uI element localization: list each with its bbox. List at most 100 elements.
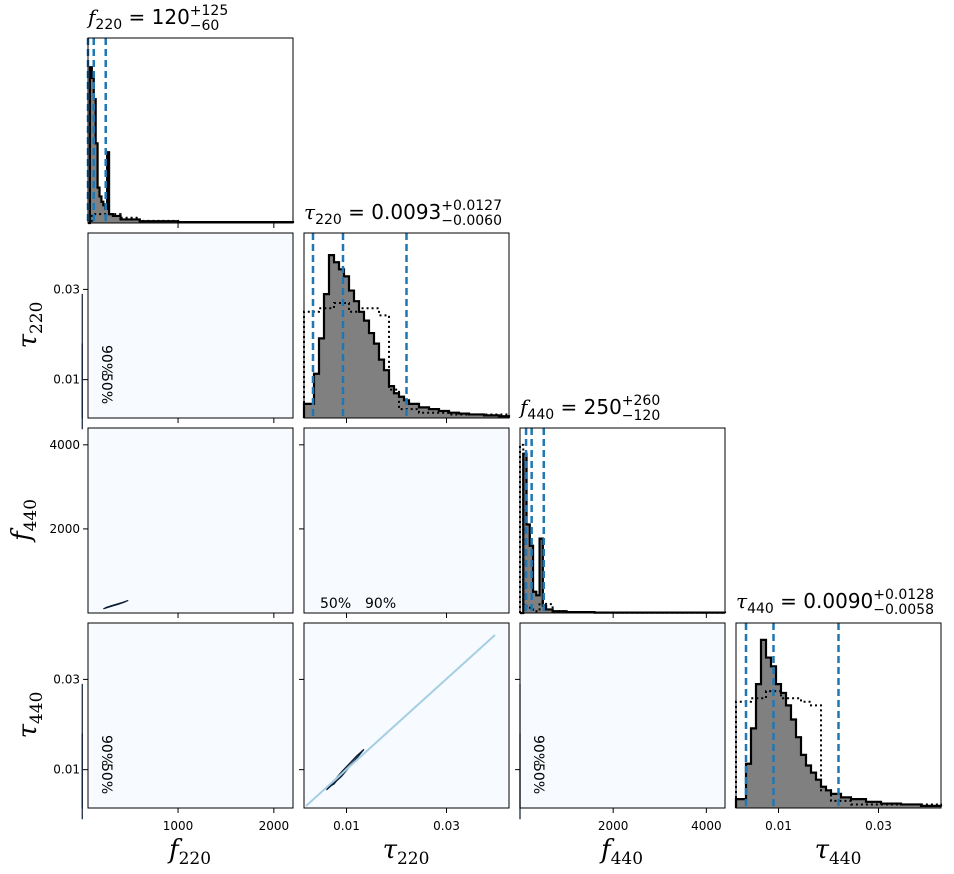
y-axis-label-2: f440 (7, 499, 41, 543)
x-tick-label-3-1: 0.03 (865, 819, 892, 833)
title-upper-error: +0.0128 (873, 587, 934, 603)
axis-label-symbol: τ (383, 835, 398, 865)
title-value: = 0.0090 (774, 589, 873, 613)
y-tick-label-1-0: 0.01 (53, 373, 80, 387)
joint-panel-3-1 (299, 622, 510, 813)
x-axis-label-3: τ440 (815, 835, 862, 869)
panel-frame (87, 37, 294, 224)
title-symbol-subscript: 220 (315, 212, 342, 228)
contour-label-0: 50% (98, 373, 114, 404)
panel-frame (303, 622, 510, 809)
axis-label-subscript: 440 (21, 499, 41, 531)
panel-background (88, 38, 293, 223)
y-tick-label-2-0: 2000 (49, 522, 80, 536)
x-axis-label-2: f440 (599, 835, 643, 869)
axis-label-subscript: 440 (829, 849, 861, 869)
x-tick-label-1-0: 0.01 (333, 819, 360, 833)
title-lower-error: −0.0060 (441, 213, 502, 229)
diagonal-panel-1 (302, 232, 511, 423)
title-symbol: τ (736, 589, 748, 613)
title-value: = 0.0093 (342, 200, 441, 224)
diagonal-panel-3 (734, 622, 943, 813)
panel-background (520, 623, 725, 808)
x-tick-label-0-1: 2000 (259, 819, 290, 833)
title-lower-error: −60 (190, 18, 220, 34)
joint-panel-2-0 (83, 427, 294, 618)
x-axis-label-0: f220 (167, 835, 211, 869)
panel-frame (87, 232, 294, 419)
x-tick-label-2-1: 4000 (691, 819, 722, 833)
panel-title-1: τ220 = 0.0093+0.0127 −0.0060 (304, 198, 502, 229)
contour-label-0: 50% (98, 763, 114, 794)
axis-label-subscript: 440 (27, 692, 47, 724)
joint-panel-3-2: 50%90% (515, 622, 726, 820)
title-lower-error: −120 (622, 408, 660, 424)
x-axis-label-1: τ220 (383, 835, 430, 869)
contour-label-1: 90% (365, 596, 396, 612)
y-tick-label-2-1: 4000 (49, 438, 80, 452)
joint-panel-2-1: 50% 90% (299, 427, 510, 618)
title-value: = 250 (554, 395, 622, 419)
panel-frame (303, 232, 510, 419)
panel-frame (735, 622, 942, 809)
title-symbol-subscript: 220 (95, 17, 122, 33)
x-tick-label-3-0: 0.01 (765, 819, 792, 833)
contour-90% (103, 599, 129, 610)
x-tick-label-1-1: 0.03 (433, 819, 460, 833)
axis-label-subscript: 220 (397, 849, 429, 869)
axis-label-subscript: 220 (27, 302, 47, 334)
posterior-histogram-fill (304, 255, 509, 418)
y-tick-label-1-1: 0.03 (53, 282, 80, 296)
contour-label-1: 90% (530, 735, 546, 766)
panel-title-2: f440 = 250+260 −120 (518, 393, 660, 424)
panel-frame (519, 427, 726, 614)
prior-histogram (88, 213, 294, 224)
title-symbol-subscript: 440 (747, 601, 774, 617)
title-upper-error: +125 (190, 3, 228, 19)
panel-title-3: τ440 = 0.0090+0.0128 −0.0058 (736, 587, 934, 618)
identity-line (305, 634, 496, 807)
contour-label-0: 50% (320, 596, 351, 612)
prior-histogram (519, 443, 726, 614)
diagonal-panel-0 (86, 37, 295, 228)
title-value: = 120 (122, 5, 190, 29)
posterior-histogram-outline (734, 638, 943, 808)
posterior-histogram-fill (520, 453, 725, 613)
panel-background (520, 428, 725, 613)
title-symbol: τ (304, 200, 316, 224)
panel-frame (303, 427, 510, 614)
x-tick-label-0-0: 1000 (163, 819, 194, 833)
y-tick-label-3-1: 0.03 (53, 672, 80, 686)
contour-label-1: 90% (98, 345, 114, 376)
title-upper-error: +0.0127 (441, 198, 502, 214)
posterior-histogram-outline (302, 254, 511, 418)
axis-label-symbol: τ (13, 723, 43, 738)
panel-background (88, 623, 293, 808)
axis-label-symbol: τ (815, 835, 830, 865)
x-tick-label-2-0: 2000 (598, 819, 629, 833)
title-symbol-subscript: 440 (527, 407, 554, 423)
panel-frame (519, 622, 726, 809)
diagonal-panel-2 (519, 427, 727, 618)
y-axis-label-1: τ220 (13, 302, 47, 349)
panel-frame (87, 427, 294, 614)
y-tick-label-3-0: 0.01 (53, 763, 80, 777)
panel-frame (87, 622, 294, 809)
panel-background (88, 233, 293, 418)
joint-panel-1-0: 50%90% (81, 232, 294, 430)
axis-label-subscript: 220 (179, 849, 211, 869)
joint-panel-3-0: 50%90% (81, 622, 294, 820)
panel-title-0: f220 = 120+125 −60 (86, 3, 228, 34)
panel-background (304, 428, 509, 613)
posterior-histogram-fill (736, 639, 941, 808)
panel-background (88, 428, 293, 613)
contour-label-0: 50% (530, 763, 546, 794)
title-lower-error: −0.0058 (873, 602, 934, 618)
axis-label-symbol: τ (13, 333, 43, 348)
title-upper-error: +260 (622, 393, 660, 409)
contour-label-1: 90% (98, 735, 114, 766)
y-axis-label-3: τ440 (13, 692, 47, 739)
axis-label-subscript: 440 (611, 849, 643, 869)
prior-histogram (303, 301, 510, 418)
